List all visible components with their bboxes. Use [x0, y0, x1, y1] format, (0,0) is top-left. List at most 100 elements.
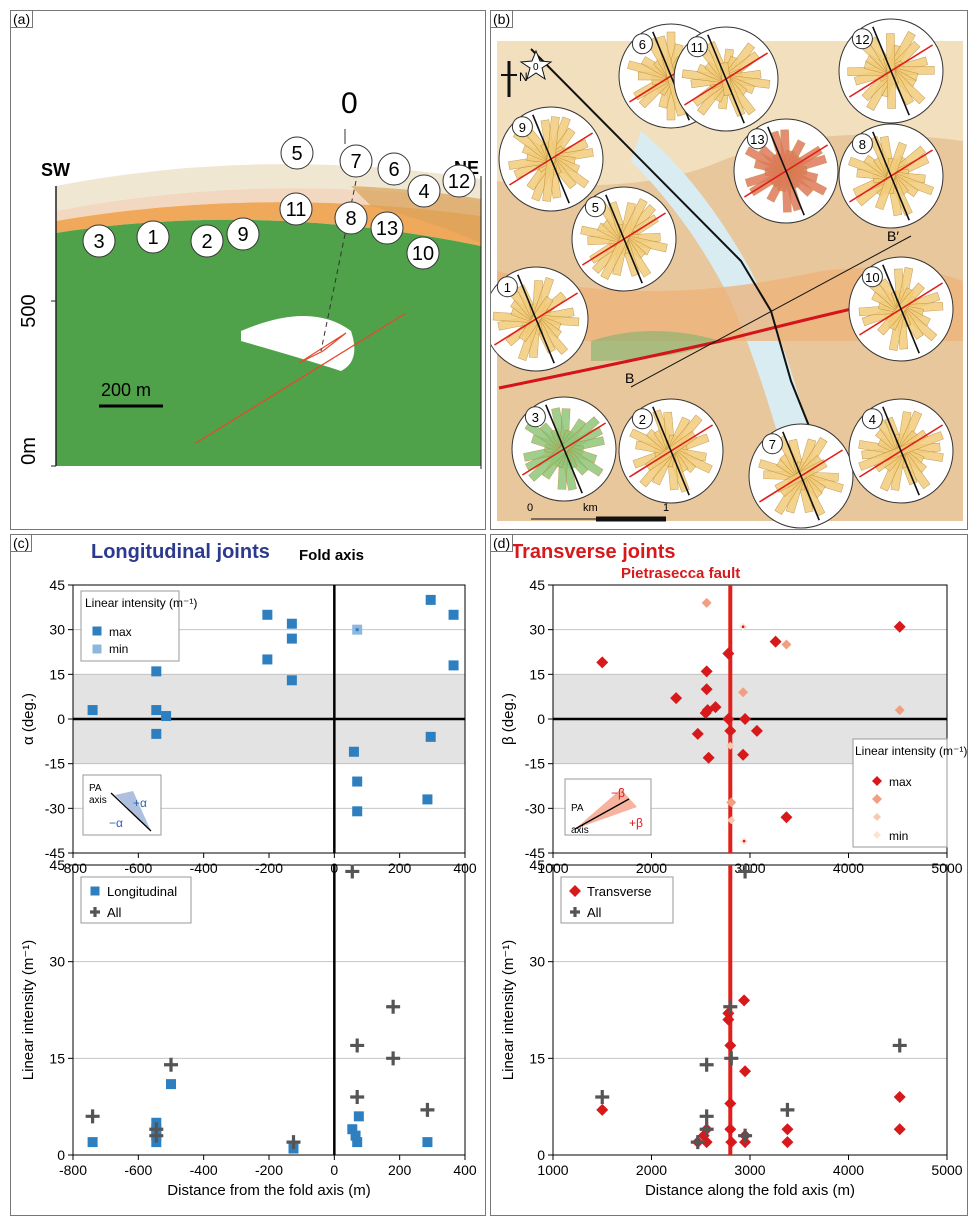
point-transverse [893, 1123, 906, 1136]
point-longitudinal [422, 1137, 433, 1148]
point-max [780, 811, 793, 824]
point-max [700, 683, 713, 696]
point-transverse [596, 1103, 609, 1116]
plot-frame [552, 864, 948, 1156]
point-all [780, 1102, 795, 1117]
rose-arrow [605, 194, 643, 284]
point-transverse [739, 1065, 752, 1078]
map-zone-orange [497, 267, 963, 341]
rose-id-label-4: 4 [869, 412, 876, 427]
legend-c-min-label: min [109, 642, 128, 656]
y-axis-label: α (deg.) [20, 693, 37, 745]
point-all [892, 1038, 907, 1053]
point-all [595, 1090, 610, 1104]
point-transverse [724, 1039, 737, 1052]
point-transverse [700, 1136, 713, 1149]
panel-c-longitudinal: (c) Longitudinal joints Fold axis 45 30 15… [10, 534, 486, 1216]
point-max [670, 692, 683, 705]
station-circle-9 [226, 217, 260, 251]
inset-d-wedge [575, 789, 637, 829]
station-label-3: 3 [93, 231, 104, 253]
point-max [769, 635, 782, 648]
point-all [738, 864, 753, 879]
rose-id-circle-5 [584, 196, 606, 218]
legend-d2-trans-marker [569, 885, 581, 897]
origin-star-label: 0 [533, 62, 539, 73]
point-min-core [742, 839, 746, 843]
rose-id-circle-3 [524, 406, 546, 428]
rose-id-label-10: 10 [865, 270, 879, 285]
white-core [241, 316, 355, 371]
inset-d-pa: PA [571, 803, 584, 814]
rose-id-label-1: 1 [504, 280, 511, 295]
inset-c-axis [110, 792, 152, 832]
rose-id-circle-13 [746, 128, 768, 150]
x-tick-label: 5000 [931, 1162, 962, 1178]
chart-c-title: Longitudinal joints [91, 541, 270, 563]
station-label-8: 8 [345, 208, 356, 230]
y-tick-label: 0 [537, 711, 545, 727]
chart-d-svg: 45 30 15 0 -15 -30 -45 1000 2000 3000 4000 5000 β (d… [500, 577, 967, 1199]
point-max [596, 656, 609, 669]
section-label-b: B [625, 370, 634, 386]
station-circle-7 [339, 144, 373, 178]
point-max [425, 731, 436, 742]
rose-id-circle-12 [851, 28, 873, 50]
point-all [350, 1038, 365, 1053]
point-max [691, 727, 704, 740]
point-mid [738, 687, 749, 698]
point-max [893, 620, 906, 633]
rose-arrow [882, 264, 920, 354]
rose-id-label-7: 7 [769, 437, 776, 452]
legend-c-min-marker [92, 644, 102, 654]
y-tick-label: -15 [45, 756, 65, 772]
y-tick-label: -30 [45, 800, 65, 816]
station-label-4: 4 [418, 181, 429, 203]
inset-d-axis-label: axis [571, 825, 589, 836]
rose-id-circle-7 [761, 433, 783, 455]
rose-arrow [882, 406, 920, 496]
y-tick-label: 15 [49, 1050, 65, 1066]
legend-d2-all-marker [570, 907, 580, 917]
legend-c-max-marker [92, 626, 102, 636]
legend-d2-trans-label: Transverse [587, 884, 652, 899]
legend-d-min-marker [873, 831, 881, 839]
x-tick-label: 3000 [734, 1162, 765, 1178]
point-all [386, 1051, 401, 1066]
point-max [161, 711, 172, 722]
layer-top-beige [56, 164, 481, 211]
layer-ochre [351, 186, 481, 243]
y-tick-label: 30 [529, 954, 545, 970]
point-max [286, 675, 297, 686]
x-tick-label: 2000 [636, 1162, 667, 1178]
x-tick-label: -400 [190, 1162, 218, 1178]
panel-a-cross-section: (a) SW NE 0 500 0m 200 m 312951176813412… [10, 10, 486, 530]
rose-id-circle-4 [861, 408, 883, 430]
inset-c-pa: PA [89, 783, 102, 794]
point-small [726, 741, 735, 750]
legend-d2-all-label: All [587, 905, 602, 920]
rose-id-label-3: 3 [532, 410, 539, 425]
sw-label: SW [41, 160, 70, 180]
point-max [262, 609, 273, 620]
rose-id-circle-11 [686, 36, 708, 58]
rose-id-label-11: 11 [691, 40, 705, 55]
panel-d-label: (d) [491, 535, 514, 552]
point-max [262, 654, 273, 665]
x-tick-label: -600 [124, 1162, 152, 1178]
thrust-arrow [298, 332, 347, 364]
y-tick-label: 45 [49, 577, 65, 593]
point-max [709, 701, 722, 714]
station-label-9: 9 [237, 224, 248, 246]
point-all [350, 1090, 365, 1104]
point-max [286, 618, 297, 629]
point-max [700, 665, 713, 678]
station-label-5: 5 [291, 143, 302, 165]
point-all [738, 1128, 753, 1143]
thrust-line [195, 312, 407, 444]
y-axis-label: Linear intensity (m⁻¹) [20, 940, 37, 1080]
x-axis-label: Distance from the fold axis (m) [167, 1182, 370, 1199]
rose-id-label-2: 2 [639, 412, 646, 427]
legend-d-title: Linear intensity (m⁻¹) [855, 744, 967, 758]
